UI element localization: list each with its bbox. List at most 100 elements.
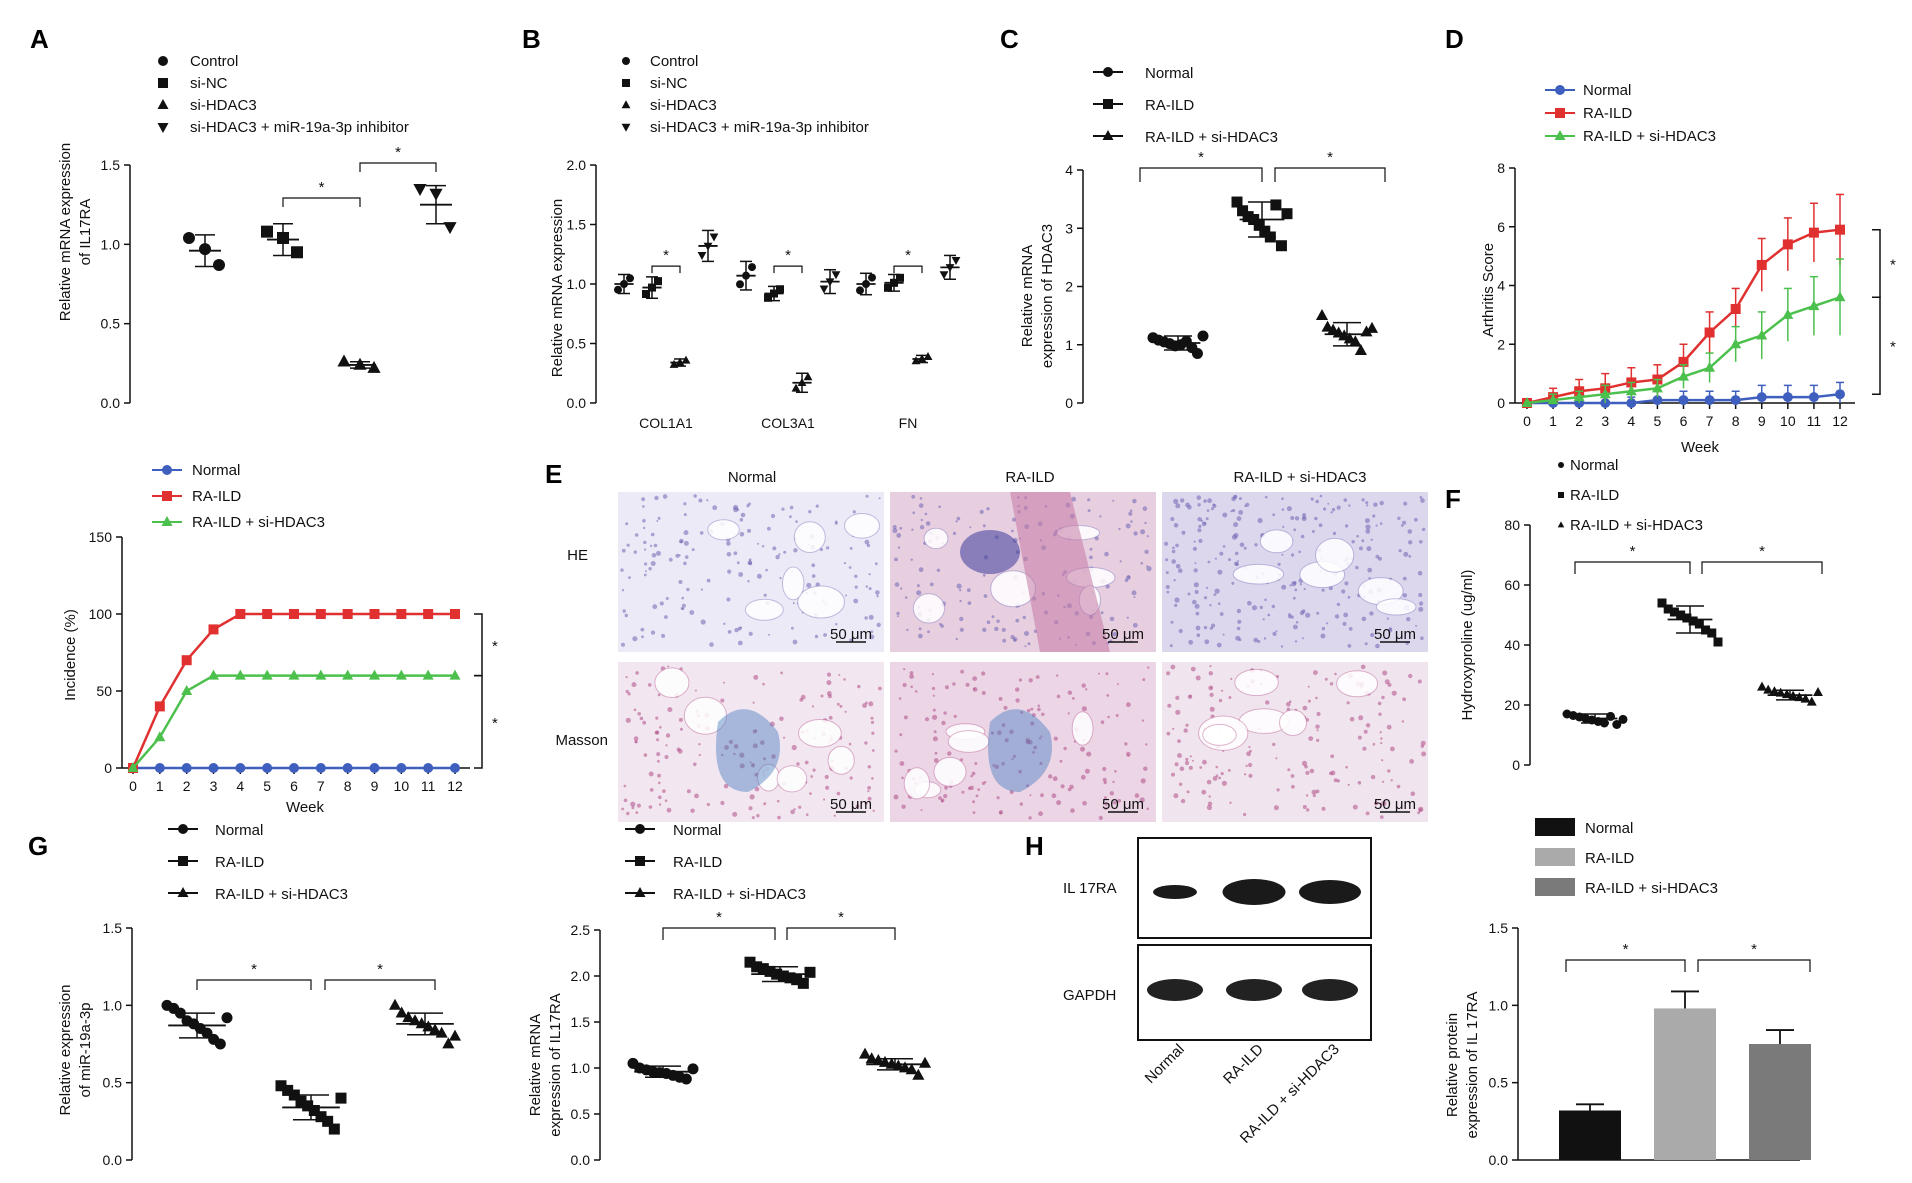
cell-nucleus [1170,664,1176,670]
cell-nucleus [1237,619,1242,624]
cell-nucleus [1033,745,1037,750]
cell-nucleus [1126,575,1131,580]
data-point [803,372,813,381]
cell-nucleus [1347,783,1350,786]
cell-nucleus [1343,498,1348,502]
cell-nucleus [1080,774,1086,780]
data-point [764,965,776,977]
cell-nucleus [894,557,898,562]
panel-incidence-x-tick-label: 3 [210,778,218,794]
cell-nucleus [892,525,897,529]
panel-d-y-tick-label: 0 [1497,395,1505,411]
x-axis-label: Week [1681,439,1720,456]
cell-nucleus [956,583,962,589]
cell-nucleus [720,698,725,703]
cell-nucleus [721,753,724,757]
cell-nucleus [1087,498,1091,502]
cell-nucleus [1174,762,1179,767]
data-point [687,1063,699,1075]
cell-nucleus [1272,742,1276,747]
bar [1749,1044,1811,1160]
cell-nucleus [1081,706,1087,712]
cell-nucleus [1352,804,1358,810]
cell-nucleus [970,774,973,778]
panel-letter-d: D [1445,24,1464,54]
cell-nucleus [1215,774,1219,777]
cell-nucleus [1105,584,1110,589]
cell-nucleus [1128,511,1133,516]
data-point [1788,690,1799,700]
cell-nucleus [1140,778,1146,784]
cell-nucleus [783,550,787,554]
data-point [1757,681,1767,691]
cell-nucleus [1402,520,1407,525]
cell-nucleus [656,550,661,556]
data-point [221,1012,233,1024]
cell-nucleus [621,642,625,647]
cell-nucleus [1169,644,1173,648]
panel-d-bottom-bracket [1872,296,1881,395]
cell-nucleus [1418,606,1424,612]
cell-nucleus [751,816,755,820]
cell-nucleus [1001,723,1006,727]
cell-nucleus [777,815,781,820]
data-point [395,669,407,680]
data-point [408,1014,422,1026]
cell-nucleus [1011,529,1014,533]
panel-g-y-tick-label: 1.5 [103,920,123,936]
data-point [884,283,892,292]
cell-nucleus [655,730,660,735]
alveolar-space [1232,563,1285,585]
panel-b-y-tick-label: 1.5 [567,217,587,233]
cell-nucleus [1402,697,1406,702]
cell-nucleus [1015,618,1020,623]
cell-nucleus [1419,496,1423,499]
data-point [291,246,303,259]
cell-nucleus [795,520,798,523]
cell-nucleus [1219,551,1224,556]
cell-nucleus [739,752,745,758]
cell-nucleus [1311,530,1315,533]
cell-nucleus [1228,558,1231,562]
legend-label: Normal [1585,820,1633,837]
cell-nucleus [809,792,812,795]
cell-nucleus [843,562,847,565]
cell-nucleus [651,553,657,558]
cell-nucleus [931,686,936,691]
cell-nucleus [931,673,935,676]
cell-nucleus [683,540,689,546]
cell-nucleus [754,729,758,732]
cell-nucleus [969,526,972,529]
cell-nucleus [1173,579,1176,582]
data-point [282,1084,294,1096]
cell-nucleus [650,630,656,635]
cell-nucleus [869,634,875,640]
cell-nucleus [1211,507,1214,511]
data-point [367,360,381,373]
cell-nucleus [679,667,683,671]
cell-nucleus [1356,534,1359,538]
cell-nucleus [1232,494,1238,500]
cell-nucleus [1180,498,1185,503]
cell-nucleus [1384,679,1390,685]
cell-nucleus [639,716,644,721]
cell-nucleus [826,680,832,686]
panel-b-significance-star: * [663,247,669,264]
cell-nucleus [824,774,829,780]
legend-marker [178,824,188,834]
cell-nucleus [1143,766,1148,771]
data-point [342,763,353,773]
data-point [626,274,634,283]
cell-nucleus [1332,531,1337,536]
legend-marker [158,78,168,88]
cell-nucleus [897,546,901,549]
panel-g-significance-star: * [251,961,257,978]
cell-nucleus [783,736,786,739]
collagen-staining [988,709,1052,792]
cell-nucleus [1319,494,1323,498]
cell-nucleus [919,525,925,530]
cell-nucleus [1080,746,1085,752]
cell-nucleus [1172,727,1175,730]
cell-nucleus [1321,806,1326,811]
panel-d-x-tick-label: 6 [1680,413,1688,429]
